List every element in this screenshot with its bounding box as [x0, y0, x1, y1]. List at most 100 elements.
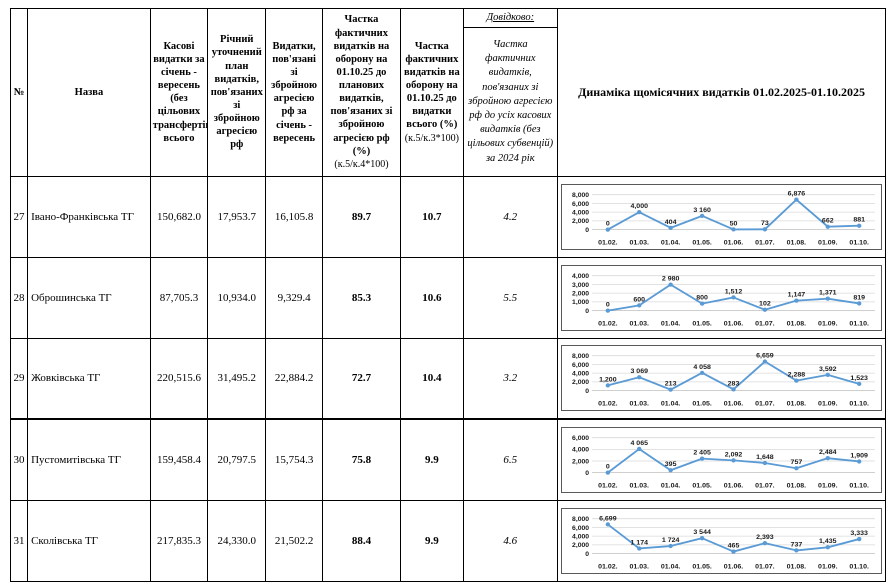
svg-text:4,000: 4,000 — [572, 209, 589, 216]
svg-text:1,523: 1,523 — [850, 375, 868, 382]
svg-text:01.04.: 01.04. — [661, 483, 681, 490]
monthly-dynamics-chart: 0 2,000 4,000 6,000 8,000 01.02. 01.03. 01.04. 0… — [561, 345, 882, 412]
cash-expenditures-value: 217,835.3 — [149, 499, 209, 582]
svg-text:01.08.: 01.08. — [787, 563, 807, 570]
svg-text:737: 737 — [791, 541, 803, 548]
svg-text:01.06.: 01.06. — [724, 483, 744, 490]
svg-text:01.05.: 01.05. — [692, 320, 712, 327]
svg-text:800: 800 — [696, 294, 708, 301]
table-row: 31 Сколівська ТГ 217,835.3 24,330.0 21,5… — [9, 499, 886, 582]
annual-plan-value: 20,797.5 — [207, 418, 267, 501]
svg-text:01.05.: 01.05. — [692, 239, 712, 246]
community-name: Жовківська ТГ — [27, 337, 151, 420]
cash-expenditures-value: 150,682.0 — [149, 175, 209, 258]
header-share-of-plan-label: Частка фактичних видатків на оборону на … — [330, 14, 393, 157]
table-row: 28 Оброшинська ТГ 87,705.3 10,934.0 9,32… — [9, 256, 886, 339]
header-share-of-total: Частка фактичних видатків на оборону на … — [400, 8, 464, 177]
share-of-plan-value: 72.7 — [321, 337, 402, 420]
svg-text:4,000: 4,000 — [572, 447, 589, 454]
svg-text:01.06.: 01.06. — [724, 401, 744, 408]
svg-text:1 174: 1 174 — [631, 539, 649, 546]
header-share-of-total-label: Частка фактичних видатків на оборону на … — [403, 40, 460, 131]
monthly-dynamics-chart: 0 2,000 4,000 6,000 01.02. 01.03. 01.04. 01.05.… — [561, 426, 882, 493]
header-reference-title: Довідково: — [464, 9, 557, 29]
row-number: 27 — [9, 175, 29, 258]
community-name: Пустомитівська ТГ — [27, 418, 151, 501]
reference-share-value: 4.2 — [462, 175, 559, 258]
svg-text:01.10.: 01.10. — [849, 320, 869, 327]
svg-text:3,333: 3,333 — [850, 530, 868, 537]
header-reference-text: Частка фактичних видатків, пов'язаних зі… — [467, 39, 554, 164]
table-header: № Назва Касові видатки за січень - верес… — [9, 8, 886, 177]
expenditure-table: № Назва Касові видатки за січень - верес… — [9, 8, 886, 582]
svg-text:01.03.: 01.03. — [630, 483, 650, 490]
svg-text:73: 73 — [761, 220, 769, 227]
table-row: 29 Жовківська ТГ 220,515.6 31,495.2 22,8… — [9, 337, 886, 420]
dynamics-chart-cell: 0 2,000 4,000 6,000 8,000 01.02. 01.03. 01.04. 0… — [557, 337, 886, 420]
svg-text:01.08.: 01.08. — [787, 401, 807, 408]
share-of-total-value: 10.4 — [400, 337, 464, 420]
svg-text:01.10.: 01.10. — [849, 401, 869, 408]
header-war-expenditures: Видатки, пов'язані зі збройною агресією … — [265, 8, 323, 177]
svg-text:881: 881 — [853, 216, 865, 223]
svg-text:01.09.: 01.09. — [818, 239, 838, 246]
svg-text:01.04.: 01.04. — [661, 320, 681, 327]
svg-text:01.10.: 01.10. — [849, 483, 869, 490]
share-of-total-value: 9.9 — [400, 499, 464, 582]
dynamics-chart-cell: 0 2,000 4,000 6,000 01.02. 01.03. 01.04. 01.05.… — [557, 418, 886, 501]
svg-text:662: 662 — [822, 217, 834, 224]
annual-plan-value: 10,934.0 — [207, 256, 267, 339]
svg-text:3 069: 3 069 — [631, 369, 649, 376]
share-of-total-value: 10.7 — [400, 175, 464, 258]
svg-text:01.03.: 01.03. — [630, 320, 650, 327]
svg-text:2 405: 2 405 — [693, 450, 711, 457]
svg-text:6,000: 6,000 — [572, 525, 589, 532]
header-reference: Довідково: Частка фактичних видатків, по… — [462, 8, 559, 177]
share-of-plan-value: 85.3 — [321, 256, 402, 339]
svg-text:01.02.: 01.02. — [598, 320, 618, 327]
annual-plan-value: 24,330.0 — [207, 499, 267, 582]
svg-text:6,659: 6,659 — [756, 353, 774, 360]
svg-text:0: 0 — [606, 464, 610, 471]
svg-text:2 980: 2 980 — [662, 275, 680, 282]
share-of-total-value: 10.6 — [400, 256, 464, 339]
svg-text:0: 0 — [606, 301, 610, 308]
svg-text:2,000: 2,000 — [572, 542, 589, 549]
header-name: Назва — [27, 8, 151, 177]
reference-share-value: 4.6 — [462, 499, 559, 582]
svg-text:01.06.: 01.06. — [724, 239, 744, 246]
header-share-of-plan: Частка фактичних видатків на оборону на … — [321, 8, 402, 177]
svg-text:4,000: 4,000 — [572, 371, 589, 378]
svg-text:2,000: 2,000 — [572, 290, 589, 297]
svg-text:01.03.: 01.03. — [630, 563, 650, 570]
svg-text:465: 465 — [728, 542, 740, 549]
svg-text:0: 0 — [585, 227, 589, 234]
svg-text:01.02.: 01.02. — [598, 563, 618, 570]
svg-text:01.05.: 01.05. — [692, 563, 712, 570]
svg-text:1,512: 1,512 — [725, 288, 743, 295]
svg-text:0: 0 — [585, 388, 589, 395]
annual-plan-value: 17,953.7 — [207, 175, 267, 258]
svg-text:3 160: 3 160 — [693, 207, 711, 214]
header-dynamics: Динаміка щомісячних видатків 01.02.2025-… — [557, 8, 886, 177]
svg-text:1,648: 1,648 — [756, 454, 774, 461]
cash-expenditures-value: 87,705.3 — [149, 256, 209, 339]
svg-text:6,000: 6,000 — [572, 435, 589, 442]
header-num: № — [9, 8, 29, 177]
row-number: 31 — [9, 499, 29, 582]
svg-text:01.02.: 01.02. — [598, 401, 618, 408]
svg-text:01.02.: 01.02. — [598, 483, 618, 490]
svg-text:4 065: 4 065 — [631, 440, 649, 447]
svg-text:01.07.: 01.07. — [755, 483, 775, 490]
svg-text:6,000: 6,000 — [572, 201, 589, 208]
svg-text:2,288: 2,288 — [788, 372, 806, 379]
reference-share-value: 6.5 — [462, 418, 559, 501]
svg-text:01.10.: 01.10. — [849, 563, 869, 570]
header-row: № Назва Касові видатки за січень - верес… — [9, 8, 886, 177]
header-share-of-plan-formula: (к.5/к.4*100) — [334, 158, 389, 170]
svg-text:1,200: 1,200 — [599, 377, 617, 384]
svg-text:213: 213 — [665, 381, 677, 388]
svg-text:01.07.: 01.07. — [755, 239, 775, 246]
svg-text:8,000: 8,000 — [572, 516, 589, 523]
svg-text:2,000: 2,000 — [572, 458, 589, 465]
